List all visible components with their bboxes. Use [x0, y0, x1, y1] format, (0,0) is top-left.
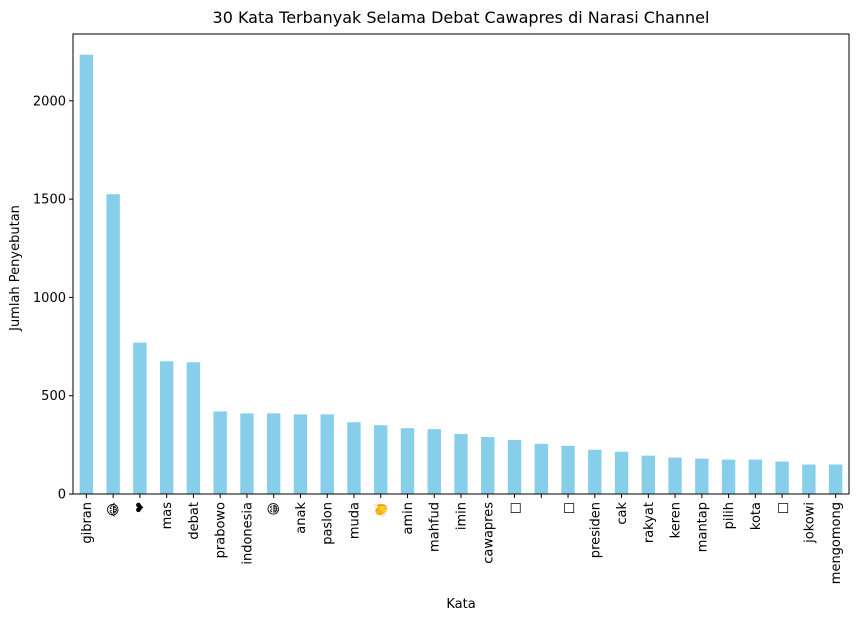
x-tick-label-1: 😂 — [107, 502, 122, 517]
bar-21 — [641, 455, 655, 494]
y-tick-label-4: 2000 — [33, 94, 66, 109]
x-tick-label-10: muda — [347, 502, 362, 539]
bar-12 — [400, 428, 415, 494]
x-tick-label-3: mas — [160, 502, 175, 530]
bar-23 — [695, 458, 709, 494]
bar-14 — [454, 434, 468, 494]
bar-27 — [802, 464, 816, 494]
x-tick-label-21: rakyat — [642, 502, 657, 543]
x-tick-label-11: 👏 — [373, 502, 389, 518]
x-tick-label-19: presiden — [588, 502, 603, 558]
y-tick-label-0: 0 — [58, 488, 66, 503]
bar-16 — [507, 439, 522, 494]
bar-20 — [614, 451, 629, 494]
x-tick-label-13: mahfud — [428, 502, 443, 552]
bar-26 — [775, 461, 789, 494]
bar-28 — [828, 464, 843, 494]
bar-15 — [481, 436, 495, 494]
bar-6 — [240, 413, 254, 494]
bar-5 — [213, 411, 227, 494]
x-tick-label-2: ❤ — [133, 502, 148, 513]
x-tick-label-8: anak — [294, 502, 309, 534]
x-tick-label-15: cawapres — [481, 502, 496, 564]
y-tick-label-3: 1500 — [33, 193, 66, 208]
bar-8 — [293, 414, 308, 494]
x-tick-label-14: imin — [455, 502, 470, 530]
bar-13 — [427, 429, 441, 494]
x-tick-label-9: paslon — [321, 502, 336, 545]
plot-frame — [72, 33, 850, 495]
y-tick-label-2: 1000 — [33, 291, 66, 306]
chart-title: 30 Kata Terbanyak Selama Debat Cawapres … — [213, 8, 710, 27]
x-tick-label-26: □ — [776, 502, 791, 514]
x-axis-label: Kata — [446, 597, 475, 612]
bar-25 — [748, 459, 763, 494]
bar-22 — [668, 457, 682, 494]
x-tick-label-6: indonesia — [240, 502, 255, 565]
bar-19 — [588, 449, 602, 494]
bar-18 — [561, 445, 575, 494]
bar-17 — [534, 443, 548, 494]
bar-0 — [79, 54, 94, 494]
x-tick-label-18: □ — [562, 502, 577, 514]
x-tick-label-28: mengomong — [829, 502, 844, 584]
x-tick-label-12: amin — [401, 502, 416, 534]
bar-1 — [106, 194, 120, 494]
y-axis-label: Jumlah Penyebutan — [8, 205, 23, 332]
bar-2 — [133, 342, 147, 494]
x-tick-label-24: pilih — [722, 502, 737, 529]
x-tick-label-0: gibran — [80, 502, 95, 544]
bar-11 — [374, 425, 388, 494]
x-tick-label-27: jokowi — [802, 502, 817, 544]
bar-7 — [267, 413, 281, 494]
x-tick-label-22: keren — [669, 502, 684, 538]
x-tick-label-5: prabowo — [214, 502, 229, 558]
bar-9 — [320, 414, 334, 494]
x-tick-label-23: mantap — [695, 502, 710, 552]
y-tick-label-1: 500 — [41, 389, 66, 404]
bar-3 — [159, 361, 174, 494]
x-tick-label-4: debat — [187, 502, 202, 540]
x-tick-label-25: kota — [749, 502, 764, 530]
x-tick-label-16: □ — [508, 502, 523, 514]
bar-24 — [721, 459, 736, 494]
bar-4 — [186, 362, 201, 494]
plot-area: 0 500 1000 1500 2000 gibran 😂 ❤ mas debat prabowo i… — [33, 33, 850, 584]
x-tick-label-7: 😁 — [267, 502, 282, 516]
x-tick-label-20: cak — [615, 502, 630, 525]
bar-10 — [347, 422, 361, 494]
